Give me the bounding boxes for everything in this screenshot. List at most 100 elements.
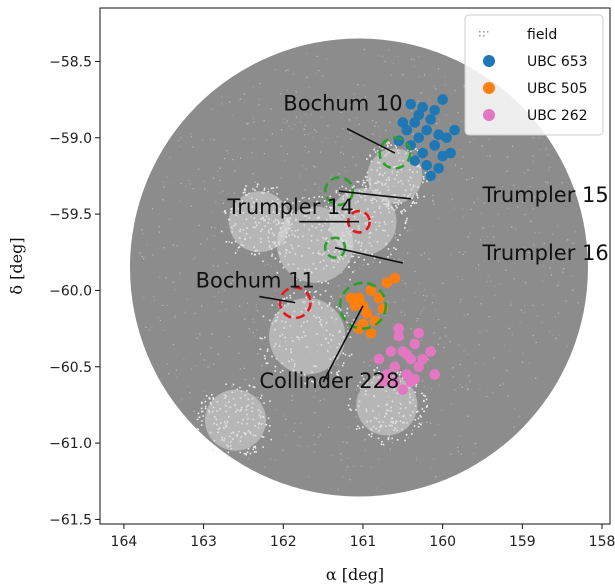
field-star	[283, 297, 286, 300]
field-star	[558, 334, 560, 336]
field-star	[417, 100, 419, 102]
field-star	[554, 195, 556, 198]
field-star	[344, 283, 347, 286]
field-star	[377, 150, 379, 152]
field-star	[169, 218, 171, 220]
field-star	[159, 276, 161, 278]
field-star	[245, 185, 247, 187]
field-star	[304, 146, 306, 148]
data-point	[417, 353, 429, 365]
field-star	[368, 433, 370, 436]
field-star	[483, 363, 485, 366]
field-star	[293, 292, 295, 294]
x-axis: 164 163 162 161 160 159 158	[111, 524, 615, 550]
field-star	[444, 76, 446, 78]
field-star	[381, 147, 384, 150]
field-star	[426, 421, 428, 423]
field-star	[438, 179, 441, 181]
field-star	[186, 385, 189, 388]
field-star	[257, 353, 259, 355]
field-star	[490, 280, 492, 282]
field-star	[213, 363, 215, 365]
field-star	[281, 301, 284, 303]
field-star	[503, 383, 505, 386]
field-star	[572, 248, 574, 250]
field-star	[270, 108, 272, 110]
field-star	[322, 75, 324, 77]
field-star	[253, 321, 255, 323]
field-star	[212, 449, 215, 452]
field-star	[197, 428, 200, 431]
data-point	[409, 338, 421, 350]
field-star	[527, 169, 529, 171]
field-star	[437, 423, 440, 425]
field-star	[211, 394, 213, 396]
field-star	[346, 466, 349, 468]
field-star	[401, 377, 404, 379]
field-star	[267, 190, 270, 193]
field-star	[336, 371, 338, 374]
axes-frame	[99, 7, 611, 525]
field-star	[308, 291, 311, 293]
data-point	[409, 373, 421, 385]
field-star	[377, 437, 380, 440]
field-star	[280, 93, 282, 95]
field-star	[314, 390, 317, 392]
field-star	[480, 212, 482, 215]
field-star	[429, 467, 432, 469]
field-star	[254, 445, 256, 448]
field-star	[306, 76, 308, 78]
field-star	[331, 454, 334, 457]
field-star	[355, 416, 357, 418]
field-star	[437, 68, 440, 70]
field-star	[497, 213, 499, 216]
field-star	[211, 210, 213, 213]
field-star	[483, 227, 485, 229]
field-star	[412, 133, 414, 135]
field-star	[548, 330, 551, 332]
field-star	[411, 429, 414, 432]
field-star	[303, 128, 305, 130]
field-star	[513, 278, 515, 280]
field-star	[290, 213, 293, 216]
field-star	[416, 356, 419, 358]
field-star	[315, 72, 317, 75]
field-star	[319, 151, 321, 153]
x-tick-label: 159	[509, 534, 536, 550]
data-point	[421, 124, 433, 136]
field-star	[318, 69, 320, 72]
field-star	[302, 164, 304, 167]
field-star	[348, 426, 350, 428]
field-star	[350, 138, 352, 140]
series-ubc-505	[345, 272, 401, 339]
field-star	[542, 199, 544, 201]
field-star	[336, 135, 339, 138]
field-star	[361, 374, 363, 377]
field-star	[212, 398, 215, 400]
field-star	[289, 294, 291, 297]
field-star	[255, 396, 257, 398]
field-star	[277, 301, 280, 303]
trumpler-15-marker	[324, 176, 355, 207]
field-star	[417, 196, 419, 199]
field-star	[391, 437, 393, 440]
field-star	[339, 309, 342, 311]
field-star	[329, 195, 332, 198]
field-star	[236, 249, 238, 251]
field-star	[543, 242, 545, 245]
field-star	[159, 231, 161, 233]
field-star	[481, 145, 483, 147]
field-star	[426, 180, 428, 183]
field-star	[256, 310, 259, 312]
field-star	[280, 304, 283, 306]
field-star	[253, 386, 256, 389]
field-star	[574, 231, 577, 233]
field-star	[246, 123, 248, 125]
field-star	[532, 137, 534, 139]
field-star	[407, 149, 409, 151]
field-star	[459, 363, 461, 366]
field-star	[271, 133, 273, 135]
field-star	[467, 313, 469, 316]
field-star	[463, 120, 465, 122]
field-star	[193, 410, 195, 413]
